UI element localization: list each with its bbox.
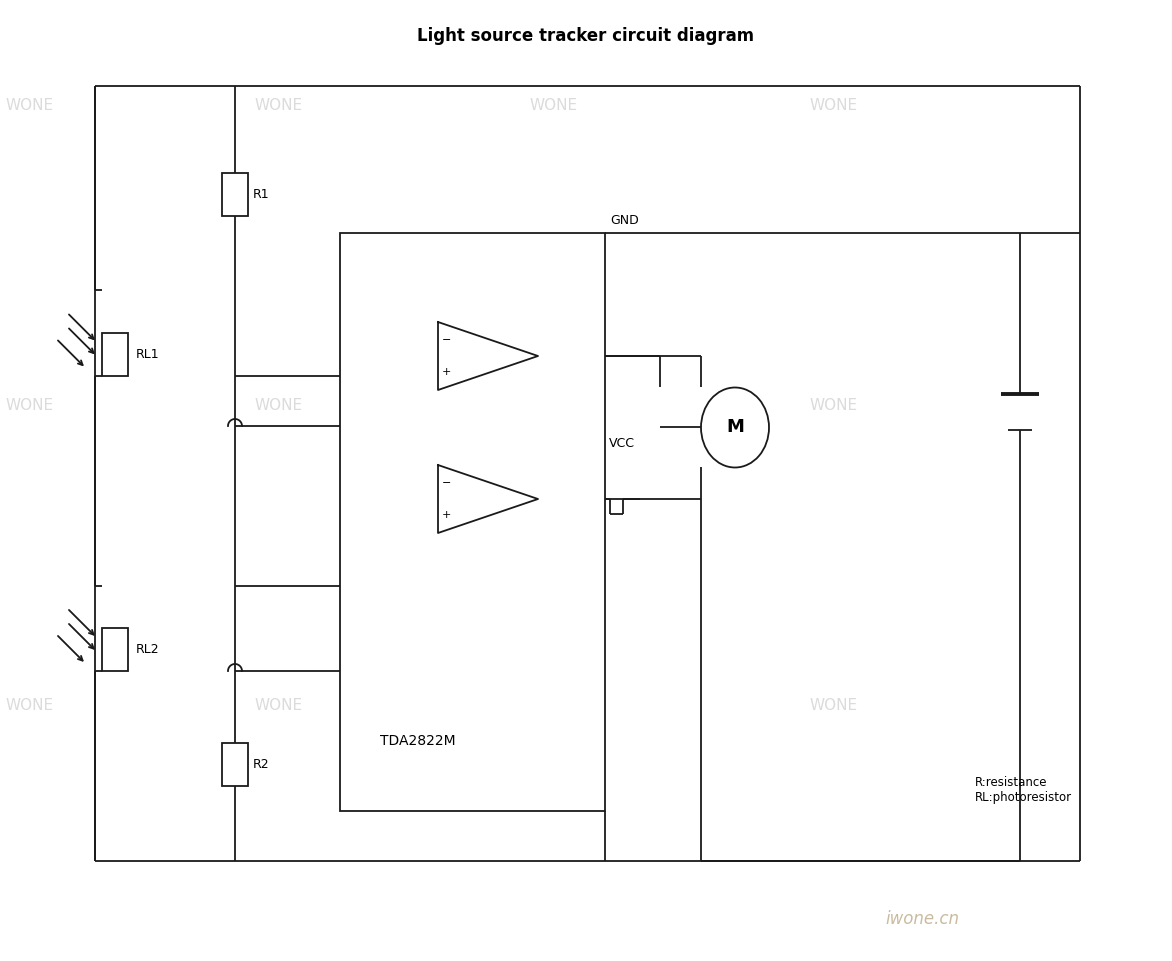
Text: VCC: VCC bbox=[609, 437, 635, 451]
Text: WONE: WONE bbox=[255, 699, 304, 713]
Text: WONE: WONE bbox=[255, 399, 304, 413]
Bar bbox=[102, 628, 128, 671]
Text: WONE: WONE bbox=[5, 98, 53, 113]
Text: R1: R1 bbox=[253, 188, 270, 201]
Text: Light source tracker circuit diagram: Light source tracker circuit diagram bbox=[417, 27, 755, 45]
Bar bbox=[102, 333, 128, 376]
Text: −: − bbox=[442, 335, 451, 345]
Text: WONE: WONE bbox=[255, 98, 304, 113]
Text: +: + bbox=[442, 510, 451, 520]
Text: WONE: WONE bbox=[810, 399, 858, 413]
Text: WONE: WONE bbox=[810, 98, 858, 113]
Bar bbox=[222, 743, 248, 786]
Text: −: − bbox=[442, 478, 451, 488]
Text: TDA2822M: TDA2822M bbox=[380, 734, 456, 748]
Text: +: + bbox=[442, 367, 451, 377]
Text: WONE: WONE bbox=[530, 699, 578, 713]
Text: iwone.cn: iwone.cn bbox=[885, 910, 959, 928]
Text: M: M bbox=[727, 418, 744, 436]
Text: R:resistance
RL:photoresistor: R:resistance RL:photoresistor bbox=[975, 776, 1072, 804]
Bar bbox=[340, 233, 605, 811]
Text: RL2: RL2 bbox=[136, 644, 159, 656]
Text: WONE: WONE bbox=[810, 699, 858, 713]
Text: RL1: RL1 bbox=[136, 348, 159, 361]
Text: WONE: WONE bbox=[530, 399, 578, 413]
Text: WONE: WONE bbox=[5, 699, 53, 713]
Bar bbox=[222, 173, 248, 216]
Ellipse shape bbox=[701, 387, 769, 467]
Text: GND: GND bbox=[609, 214, 639, 228]
Text: R2: R2 bbox=[253, 758, 270, 771]
Text: WONE: WONE bbox=[530, 98, 578, 113]
Text: WONE: WONE bbox=[5, 399, 53, 413]
